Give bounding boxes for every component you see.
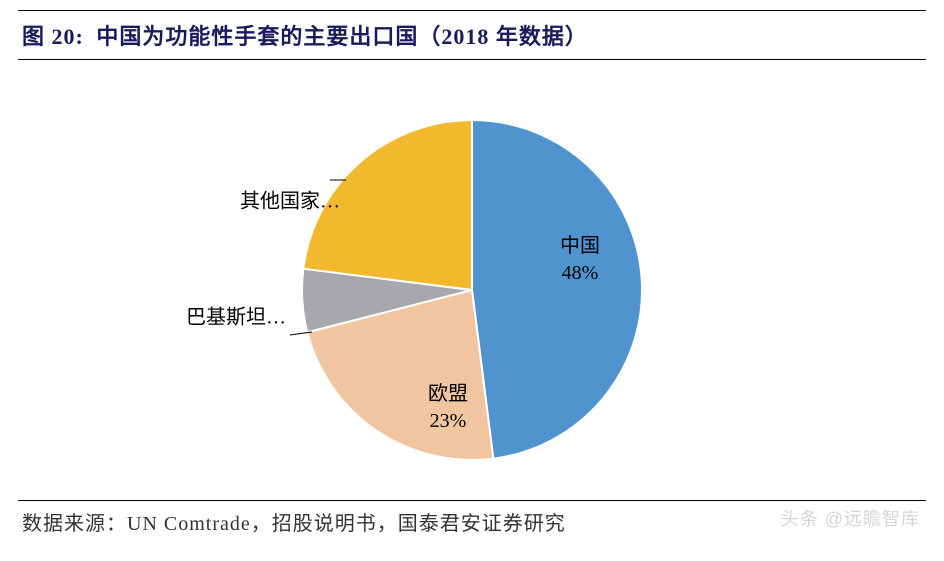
figure-footer: 数据来源：UN Comtrade，招股说明书，国泰君安证券研究 头条 @远瞻智库 (18, 500, 926, 536)
slice-name: 中国 (560, 233, 600, 260)
slice-percent: 23% (428, 408, 468, 435)
watermark: 头条 @远瞻智库 (781, 505, 926, 531)
slice-name: 欧盟 (428, 381, 468, 408)
figure-index: 图 20: (22, 24, 84, 49)
figure-title: 图 20: 中国为功能性手套的主要出口国（2018 年数据） (18, 10, 926, 60)
source-text: UN Comtrade，招股说明书，国泰君安证券研究 (127, 513, 566, 535)
slice-percent: 48% (560, 260, 600, 287)
slice-label: 欧盟23% (428, 381, 468, 435)
data-source: 数据来源：UN Comtrade，招股说明书，国泰君安证券研究 (22, 507, 566, 536)
slice-label: 其他国家… (240, 189, 340, 216)
pie-chart: 中国48% 欧盟23% 巴基斯坦… 其他国家… (18, 60, 926, 500)
source-prefix: 数据来源： (22, 513, 127, 535)
slice-name: 其他国家… (240, 189, 340, 216)
figure-title-text: 中国为功能性手套的主要出口国（2018 年数据） (96, 24, 588, 49)
pie-svg (18, 60, 926, 500)
slice-label: 巴基斯坦… (186, 305, 286, 332)
slice-name: 巴基斯坦… (186, 305, 286, 332)
slice-label: 中国48% (560, 233, 600, 287)
pie-slice (472, 120, 642, 459)
